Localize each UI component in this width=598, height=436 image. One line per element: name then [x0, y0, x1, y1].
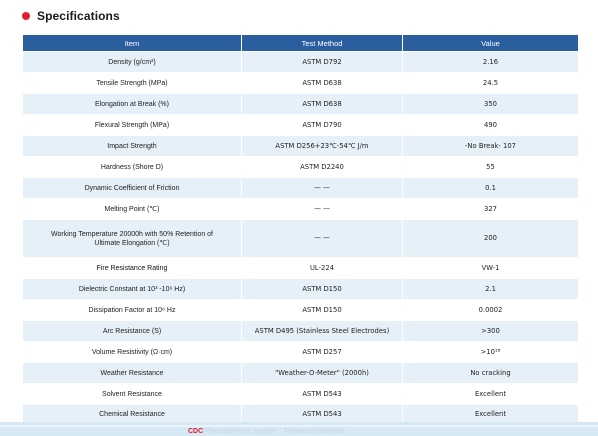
cell-method: "Weather-O-Meter" (2000h) — [242, 363, 402, 383]
table-row: Dynamic Coefficient of Friction — — 0.1 — [23, 178, 578, 198]
cell-value: VW-1 — [403, 258, 578, 278]
cell-value: 350 — [403, 94, 578, 114]
cell-item: Hardness (Shore D) — [23, 157, 241, 177]
table-row: Arc Resistance (S) ASTM D495 (Stainless … — [23, 321, 578, 341]
cell-value: Excellent — [403, 405, 578, 424]
cell-method: ASTM D2240 — [242, 157, 402, 177]
cell-method: ASTM D257 — [242, 342, 402, 362]
footer-divider — [0, 425, 598, 427]
cell-value: 0.1 — [403, 178, 578, 198]
cell-method: ASTM D792 — [242, 52, 402, 72]
cell-item: Impact Strength — [23, 136, 241, 156]
table-header-row: Item Test Method Value — [23, 35, 578, 51]
cell-item: Dissipation Factor at 10⁶ Hz — [23, 300, 241, 320]
cell-item: Melting Point (℃) — [23, 199, 241, 219]
column-header-value: Value — [403, 35, 578, 51]
cell-item: Chemical Resistance — [23, 405, 241, 424]
cell-item: Flexural Strength (MPa) — [23, 115, 241, 135]
cell-item: Dynamic Coefficient of Friction — [23, 178, 241, 198]
table-row: Weather Resistance "Weather-O-Meter" (20… — [23, 363, 578, 383]
table-row: Solvent Resistance ASTM D543 Excellent — [23, 384, 578, 404]
footer-caption: CDC Fluoropolymer Supplier · Advanced Ma… — [188, 428, 345, 435]
cell-method: ASTM D638 — [242, 94, 402, 114]
cell-method: — — — [242, 178, 402, 198]
cell-item: Tensile Strength (MPa) — [23, 73, 241, 93]
cell-item: Fire Resistance Rating — [23, 258, 241, 278]
column-header-test-method: Test Method — [242, 35, 402, 51]
cell-value: No cracking — [403, 363, 578, 383]
cell-method: — — — [242, 220, 402, 257]
cell-value: 2.1 — [403, 279, 578, 299]
cell-value: Excellent — [403, 384, 578, 404]
footer-text: Fluoropolymer Supplier · Advanced Materi… — [205, 428, 345, 435]
table-row: Density (g/cm³) ASTM D792 2.16 — [23, 52, 578, 72]
cell-value: 0.0002 — [403, 300, 578, 320]
table-row: Dissipation Factor at 10⁶ Hz ASTM D150 0… — [23, 300, 578, 320]
cell-item: Solvent Resistance — [23, 384, 241, 404]
table-row: Fire Resistance Rating UL-224 VW-1 — [23, 258, 578, 278]
cell-method: ASTM D150 — [242, 300, 402, 320]
cell-item: Arc Resistance (S) — [23, 321, 241, 341]
cell-method: UL-224 — [242, 258, 402, 278]
footer-brand: CDC — [188, 428, 204, 435]
cell-value: 490 — [403, 115, 578, 135]
cell-item: Dielectric Constant at 10³ -10⁶ Hz) — [23, 279, 241, 299]
cell-value: 55 — [403, 157, 578, 177]
table-row: Volume Resistivity (Ω·cm) ASTM D257 >10¹… — [23, 342, 578, 362]
table-row: Melting Point (℃) — — 327 — [23, 199, 578, 219]
cell-item: Volume Resistivity (Ω·cm) — [23, 342, 241, 362]
cell-method: ASTM D150 — [242, 279, 402, 299]
cell-value: 327 — [403, 199, 578, 219]
table-row: Elongation at Break (%) ASTM D638 350 — [23, 94, 578, 114]
cell-item: Elongation at Break (%) — [23, 94, 241, 114]
cell-method: ASTM D543 — [242, 384, 402, 404]
cell-method: ASTM D638 — [242, 73, 402, 93]
cell-method: ASTM D543 — [242, 405, 402, 424]
section-title: Specifications — [37, 9, 120, 23]
table-row: Flexural Strength (MPa) ASTM D790 490 — [23, 115, 578, 135]
cell-method: — — — [242, 199, 402, 219]
table-row: Hardness (Shore D) ASTM D2240 55 — [23, 157, 578, 177]
cell-item: Weather Resistance — [23, 363, 241, 383]
cell-method: ASTM D256+23℃-54℃ J/m — [242, 136, 402, 156]
cell-value: 24.5 — [403, 73, 578, 93]
table-row: Tensile Strength (MPa) ASTM D638 24.5 — [23, 73, 578, 93]
cell-method: ASTM D790 — [242, 115, 402, 135]
cell-item: Density (g/cm³) — [23, 52, 241, 72]
specifications-table: Item Test Method Value Density (g/cm³) A… — [22, 34, 579, 425]
red-bullet-icon — [22, 12, 30, 20]
cell-value: >10¹⁸ — [403, 342, 578, 362]
table-row: Chemical Resistance ASTM D543 Excellent — [23, 405, 578, 424]
column-header-item: Item — [23, 35, 241, 51]
table-row: Impact Strength ASTM D256+23℃-54℃ J/m -N… — [23, 136, 578, 156]
table-row: Working Temperature 20000h with 50% Rete… — [23, 220, 578, 257]
cell-method: ASTM D495 (Stainless Steel Electrodes) — [242, 321, 402, 341]
cell-value: 200 — [403, 220, 578, 257]
cell-value: 2.16 — [403, 52, 578, 72]
cell-item: Working Temperature 20000h with 50% Rete… — [23, 220, 241, 257]
cell-value: >300 — [403, 321, 578, 341]
table-row: Dielectric Constant at 10³ -10⁶ Hz) ASTM… — [23, 279, 578, 299]
section-header: Specifications — [22, 9, 120, 23]
cell-value: -No Break- 107 — [403, 136, 578, 156]
